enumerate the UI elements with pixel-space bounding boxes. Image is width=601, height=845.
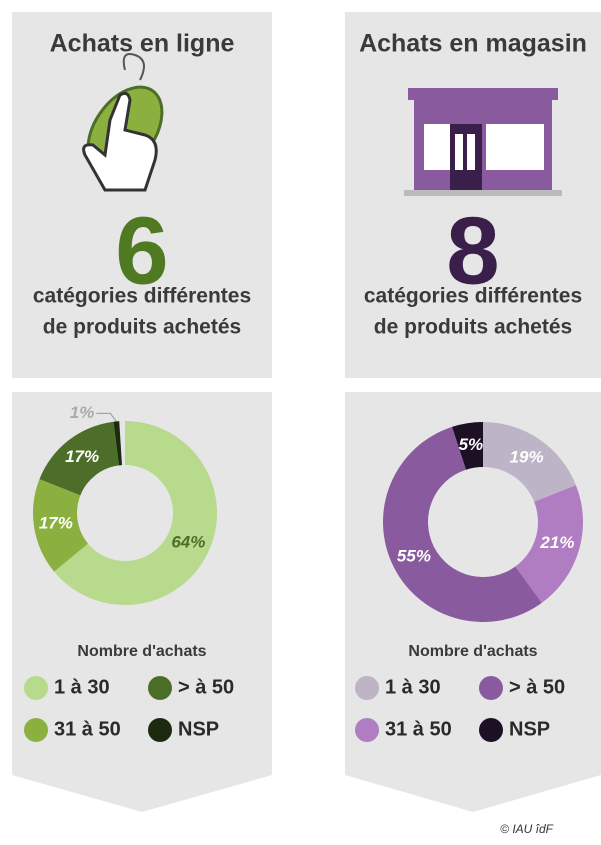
annotation: catégories différentes: [364, 285, 582, 308]
legend-label: NSP: [509, 718, 550, 740]
donut-slice: [39, 421, 119, 496]
legend-swatch: [148, 676, 172, 700]
highlight-number: 6: [115, 197, 168, 304]
annotation: de produits achetés: [43, 316, 241, 339]
annotation: catégories différentes: [33, 285, 251, 308]
donut-slice: [54, 421, 217, 605]
store-icon: [404, 88, 562, 196]
highlight-number: 8: [446, 197, 499, 304]
legend-label: > à 50: [178, 676, 234, 698]
legend-swatch: [479, 676, 503, 700]
mouse-icon: [82, 53, 164, 192]
slice-label: 17%: [39, 513, 73, 532]
slice-label: 21%: [539, 533, 574, 552]
slice-label: 1%: [70, 403, 95, 422]
credit: © IAU îdF: [500, 822, 554, 836]
annotation: de produits achetés: [374, 316, 572, 339]
legend-swatch: [355, 718, 379, 742]
legend-label: NSP: [178, 718, 219, 740]
slice-label: 55%: [397, 547, 431, 566]
legend-label: > à 50: [509, 676, 565, 698]
leader-line: [96, 412, 117, 422]
donut-slice: [483, 422, 576, 502]
legend-label: 1 à 30: [385, 676, 441, 698]
donut-slice: [382, 426, 542, 622]
donut-slice: [113, 421, 122, 466]
slice-label: 5%: [459, 435, 484, 454]
legend-swatch: [148, 718, 172, 742]
legend-title: Nombre d'achats: [408, 643, 537, 660]
legend-label: 31 à 50: [54, 718, 121, 740]
legend-swatch: [355, 676, 379, 700]
slice-label: 17%: [65, 447, 99, 466]
legend-title: Nombre d'achats: [77, 643, 206, 660]
legend-swatch: [24, 676, 48, 700]
panel-title: Achats en magasin: [359, 30, 587, 58]
panel-title: Achats en ligne: [50, 30, 235, 58]
donut-slice: [33, 479, 89, 572]
legend-swatch: [24, 718, 48, 742]
slice-label: 64%: [171, 532, 205, 551]
legend-swatch: [479, 718, 503, 742]
donut-slice: [452, 422, 483, 470]
slice-label: 19%: [510, 447, 544, 466]
legend-label: 31 à 50: [385, 718, 452, 740]
legend-label: 1 à 30: [54, 676, 110, 698]
donut-slice: [515, 485, 583, 603]
